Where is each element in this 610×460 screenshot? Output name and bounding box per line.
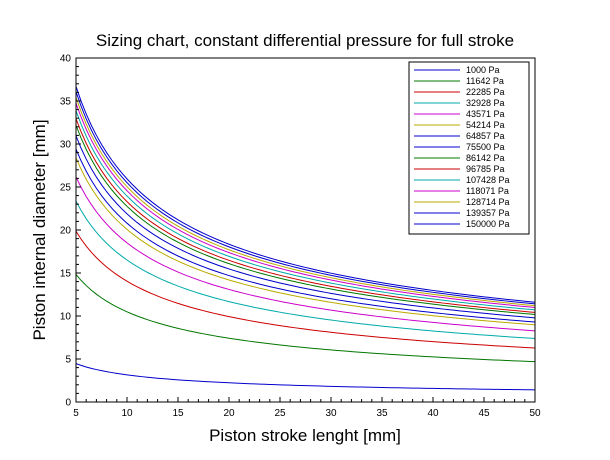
y-tick-label: 40	[60, 54, 72, 65]
y-tick-label: 25	[60, 183, 72, 194]
series-line-13	[75, 97, 536, 307]
x-axis: 5 10 15 20 25 30 35 40 45 50	[73, 397, 541, 419]
series-line-9	[75, 125, 536, 315]
x-axis-label: Piston stroke lenght [mm]	[209, 426, 401, 445]
series-line-10	[75, 118, 536, 313]
x-tick-label: 40	[427, 408, 439, 419]
x-tick-label: 45	[478, 408, 490, 419]
series-line-11	[75, 110, 536, 311]
legend-label-5: 43571 Pa	[466, 109, 505, 119]
x-tick-label: 15	[172, 408, 184, 419]
legend-label-2: 11642 Pa	[466, 76, 504, 86]
x-tick-label: 10	[121, 408, 133, 419]
legend-label-13: 128714 Pa	[466, 197, 510, 207]
series-line-6	[75, 157, 536, 326]
series-line-8	[75, 135, 536, 319]
legend-label-3: 22285 Pa	[466, 87, 505, 97]
y-tick-label: 20	[60, 226, 72, 237]
y-tick-label: 30	[60, 140, 72, 151]
series-line-5	[75, 176, 536, 332]
legend-label-10: 96785 Pa	[466, 164, 505, 174]
series-line-7	[75, 148, 536, 323]
x-tick-label: 50	[529, 408, 541, 419]
chart-title: Sizing chart, constant differential pres…	[96, 31, 514, 50]
y-tick-label: 35	[60, 97, 72, 108]
series-line-3	[75, 230, 536, 349]
y-axis-label: Piston internal diameter [mm]	[30, 119, 49, 340]
x-tick-label: 25	[274, 408, 286, 419]
series-line-14	[75, 91, 536, 305]
series-line-15	[75, 86, 536, 303]
legend-label-4: 32928 Pa	[466, 98, 505, 108]
series-line-4	[75, 200, 536, 339]
x-tick-label: 30	[325, 408, 337, 419]
legend-label-15: 150000 Pa	[466, 219, 510, 229]
x-tick-label: 20	[223, 408, 235, 419]
y-tick-label: 10	[60, 312, 72, 323]
y-tick-label: 5	[65, 355, 71, 366]
y-axis: 0 5 10 15 20 25 30 35 40	[60, 54, 81, 409]
legend-label-14: 139357 Pa	[466, 208, 510, 218]
x-tick-label: 35	[376, 408, 388, 419]
series-line-2	[75, 274, 536, 363]
series-line-12	[75, 103, 536, 309]
legend-label-12: 118071 Pa	[466, 186, 509, 196]
x-tick-label: 5	[73, 408, 79, 419]
series-line-1	[75, 363, 536, 391]
y-tick-label: 15	[60, 269, 72, 280]
y-tick-label: 0	[65, 398, 71, 409]
legend-label-6: 54214 Pa	[466, 120, 505, 130]
legend-label-9: 86142 Pa	[466, 153, 505, 163]
legend-label-8: 75500 Pa	[466, 142, 505, 152]
legend-label-11: 107428 Pa	[466, 175, 510, 185]
series-group	[75, 86, 536, 391]
legend-label-7: 64857 Pa	[466, 131, 505, 141]
legend-box	[408, 61, 530, 235]
legend-label-1: 1000 Pa	[466, 65, 500, 75]
